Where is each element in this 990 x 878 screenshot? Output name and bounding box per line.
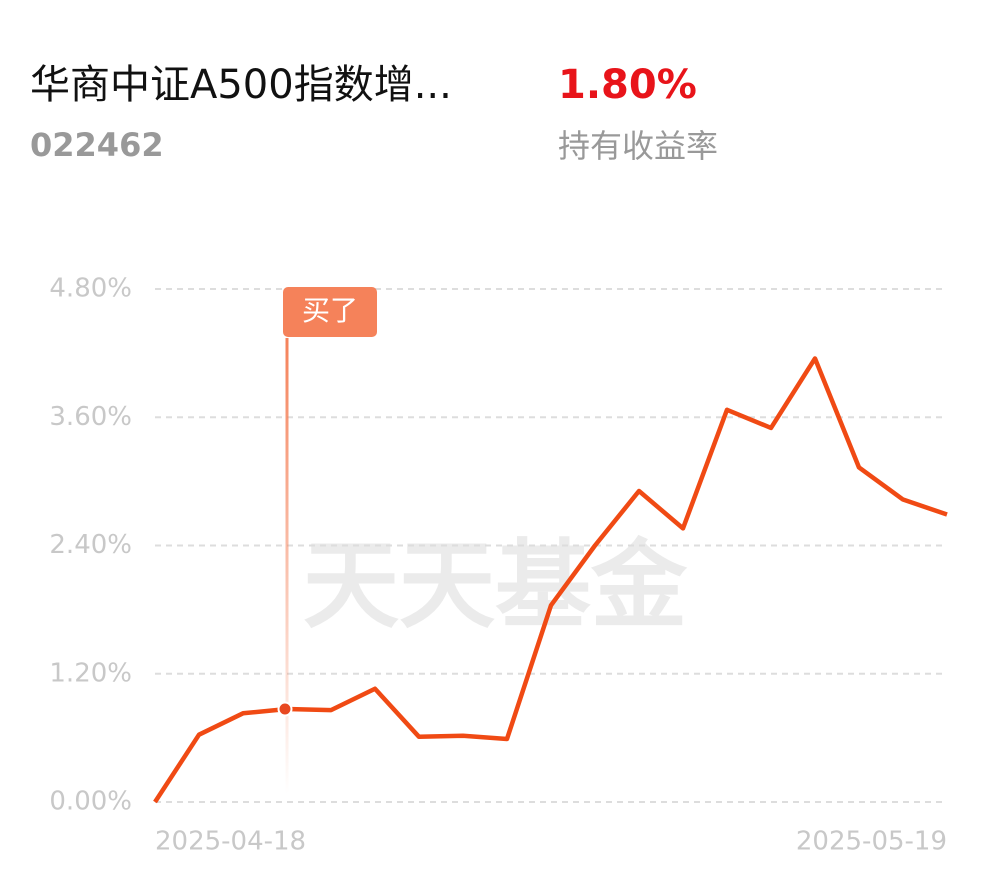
x-tick-label: 2025-04-18 (155, 827, 306, 857)
y-tick-label: 2.40% (49, 530, 132, 560)
watermark: 天天基金 (303, 529, 688, 641)
fund-code: 022462 (30, 126, 164, 164)
y-tick-label: 3.60% (49, 402, 132, 432)
fund-title[interactable]: 华商中证A500指数增... (30, 62, 452, 108)
buy-point (277, 701, 293, 717)
buy-line (285, 338, 289, 794)
chart: 0.00% 1.20% 2.40% 3.60% 4.80% 2025-04-18 2025-… (49, 274, 948, 857)
return-value: 1.80% (558, 62, 697, 108)
buy-tag (283, 287, 377, 337)
y-tick-label: 0.00% (49, 787, 132, 817)
buy-tag-label: 买了 (302, 294, 358, 327)
y-tick-label: 1.20% (49, 658, 132, 688)
x-tick-label: 2025-05-19 (796, 827, 947, 857)
return-label: 持有收益率 (558, 127, 718, 165)
y-tick-label: 4.80% (49, 274, 132, 304)
